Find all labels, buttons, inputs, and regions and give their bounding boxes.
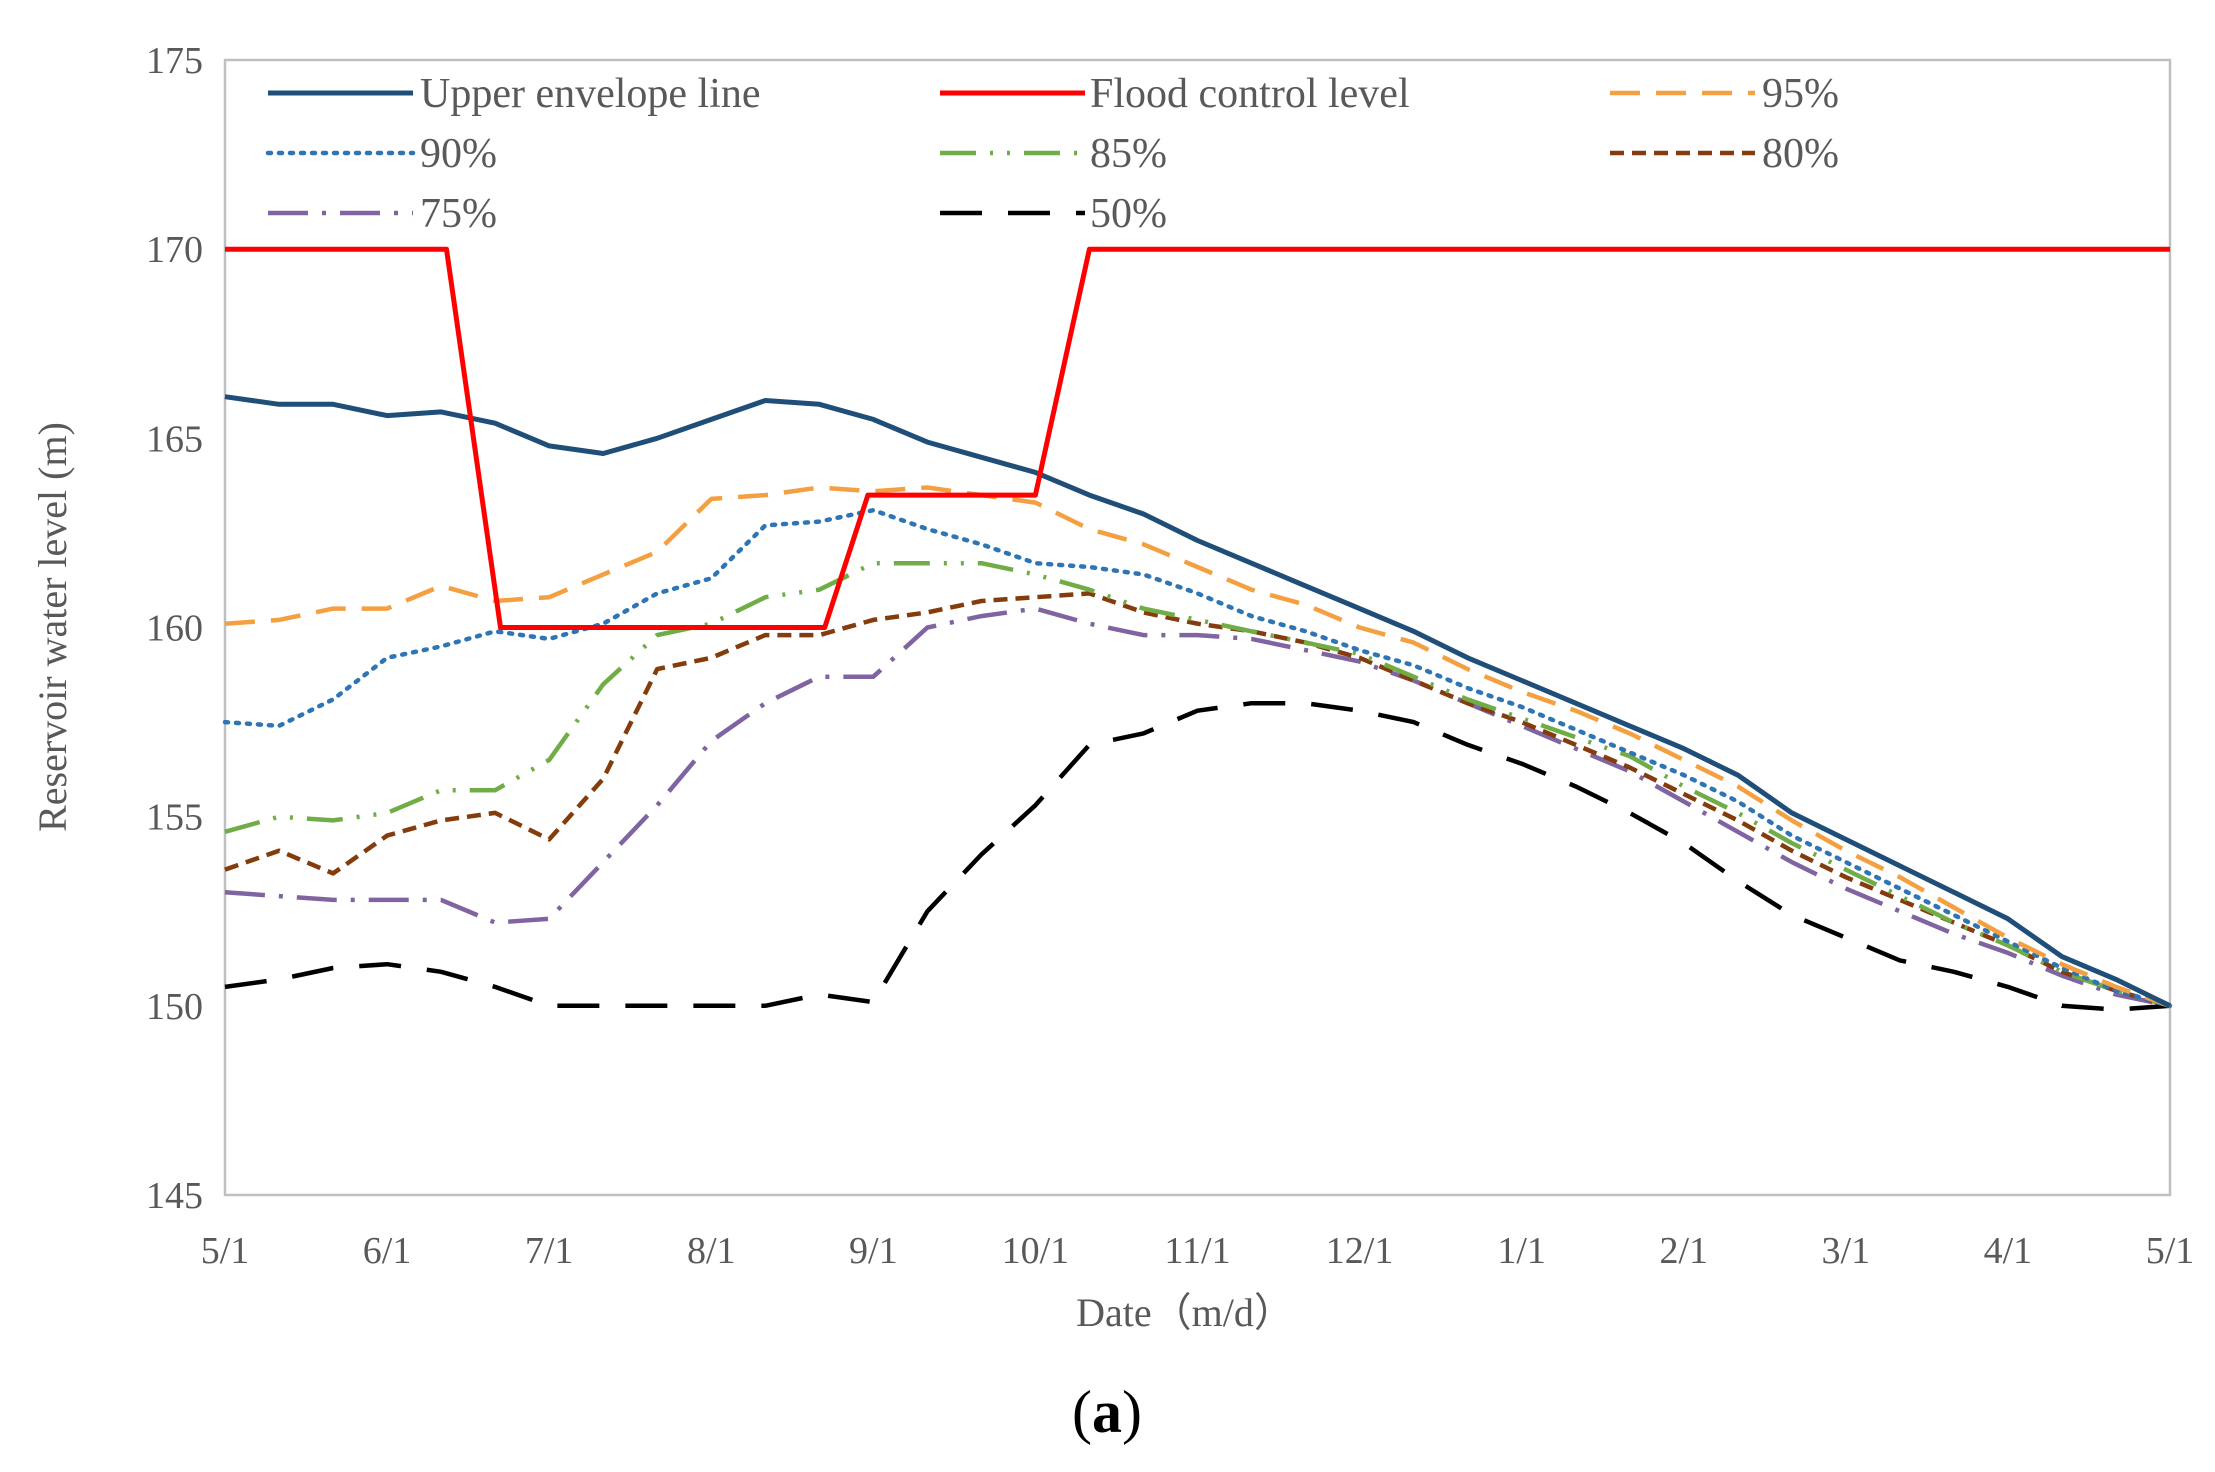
- x-tick-label: 12/1: [1326, 1230, 1394, 1272]
- series-line-95pct: [224, 485, 2171, 1008]
- legend-label: 90%: [420, 131, 497, 177]
- x-tick-label: 5/1: [2146, 1230, 2195, 1272]
- legend-label: Flood control level: [1090, 71, 1410, 117]
- series-line-80pct: [224, 591, 2171, 1008]
- series-line-upper-envelope-line: [224, 394, 2172, 1009]
- x-tick-label: 2/1: [1659, 1230, 1708, 1272]
- y-tick-label: 175: [146, 40, 203, 82]
- x-tick-label: 11/1: [1164, 1230, 1230, 1272]
- x-tick-label: 9/1: [849, 1230, 898, 1272]
- legend-label: 85%: [1090, 131, 1167, 177]
- x-tick-label: 7/1: [525, 1230, 574, 1272]
- x-axis-ticks: 5/1 6/1 7/1 8/1 9/1 10/1 11/1 12/1 1/1 2/1 3/1 4/1 5…: [201, 1230, 2195, 1272]
- y-tick-label: 160: [146, 608, 203, 650]
- panel-label-letter: a: [1092, 1379, 1122, 1445]
- legend-label: 75%: [420, 191, 497, 237]
- series-layer: [222, 246, 2173, 1012]
- x-tick-label: 5/1: [201, 1230, 250, 1272]
- y-tick-label: 150: [146, 986, 203, 1028]
- x-tick-label: 1/1: [1497, 1230, 1546, 1272]
- x-tick-label: 6/1: [363, 1230, 412, 1272]
- legend-item-flood-control-level: Flood control level: [940, 71, 1410, 117]
- x-tick-label: 8/1: [687, 1230, 736, 1272]
- legend-label: 95%: [1762, 71, 1839, 117]
- legend-item-90pct: 90%: [265, 131, 497, 177]
- series-line-flood-control-level: [225, 246, 2170, 630]
- series-line-75pct: [224, 606, 2171, 1009]
- x-tick-label: 3/1: [1822, 1230, 1871, 1272]
- legend-item-75pct: 75%: [268, 191, 497, 237]
- legend: Upper envelope line Flood control level 95…: [265, 71, 1839, 237]
- legend-label: 50%: [1090, 191, 1167, 237]
- series-line-50pct: [224, 700, 2171, 1012]
- legend-item-upper-envelope-line: Upper envelope line: [268, 71, 761, 117]
- legend-label: 80%: [1762, 131, 1839, 177]
- x-axis-title: Date（m/d）: [1076, 1290, 1294, 1335]
- y-tick-label: 145: [146, 1175, 203, 1217]
- x-tick-label: 10/1: [1002, 1230, 1070, 1272]
- y-tick-label: 170: [146, 229, 203, 271]
- panel-label: (a): [1072, 1379, 1142, 1445]
- series-line-85pct: [224, 560, 2171, 1008]
- y-tick-label: 165: [146, 418, 203, 460]
- y-axis-ticks: 145 150 155 160 165 170 175: [146, 40, 203, 1217]
- legend-item-80pct: 80%: [1610, 131, 1839, 177]
- x-tick-label: 4/1: [1984, 1230, 2033, 1272]
- series-line-90pct: [222, 507, 2173, 1009]
- legend-label: Upper envelope line: [420, 71, 761, 117]
- legend-item-95pct: 95%: [1610, 71, 1839, 117]
- y-tick-label: 155: [146, 797, 203, 839]
- y-axis-title: Reservoir water level (m): [30, 422, 75, 832]
- legend-item-50pct: 50%: [940, 191, 1167, 237]
- legend-item-85pct: 85%: [940, 131, 1167, 177]
